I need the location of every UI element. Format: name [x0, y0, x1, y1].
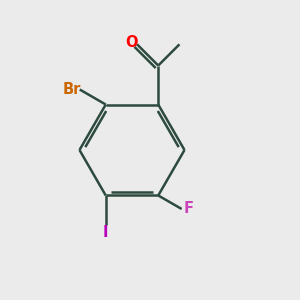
Text: Br: Br	[63, 82, 82, 97]
Text: F: F	[183, 202, 193, 217]
Text: I: I	[103, 225, 109, 240]
Text: O: O	[125, 35, 138, 50]
